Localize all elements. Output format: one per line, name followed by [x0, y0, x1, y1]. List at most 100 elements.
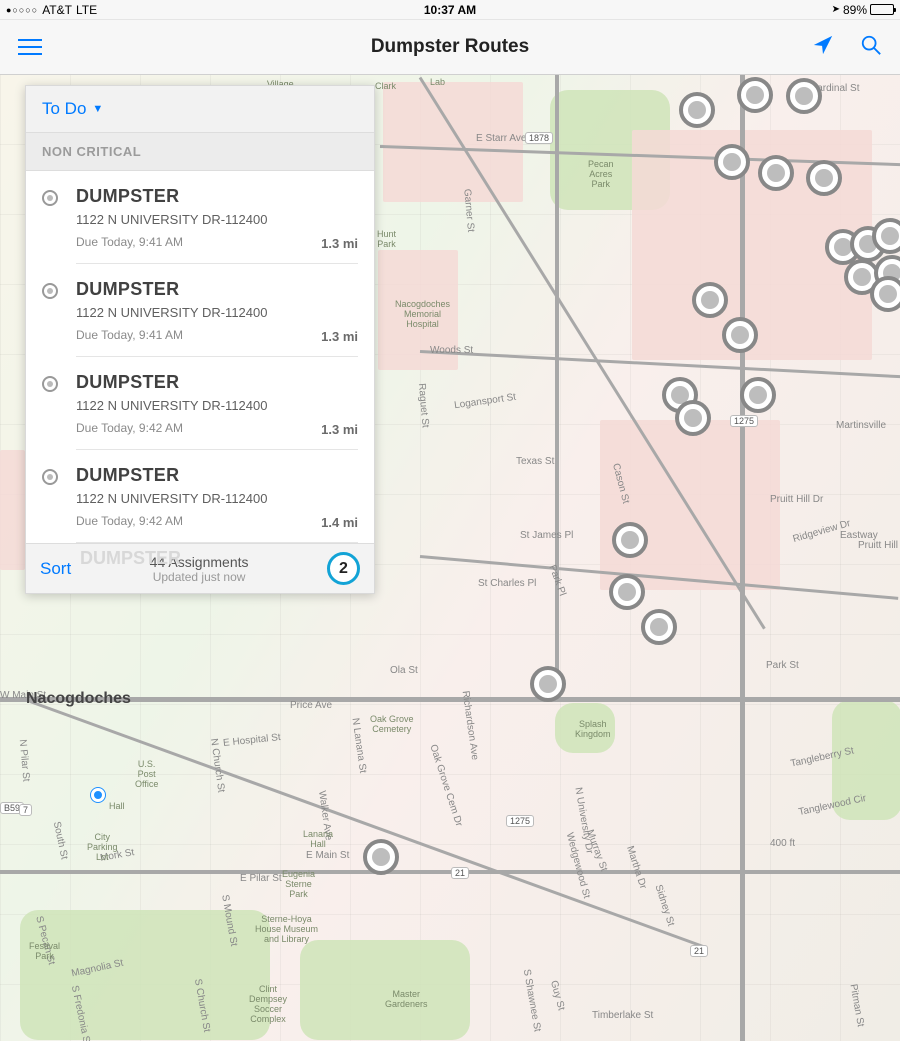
map-road-label: Texas St: [516, 456, 554, 467]
map-poi-label: LananaHall: [303, 830, 333, 850]
map-road: [555, 75, 559, 700]
sort-button[interactable]: Sort: [40, 559, 71, 579]
map-road: [0, 697, 900, 702]
chevron-down-icon: ▼: [92, 103, 103, 115]
map-road-label: N Lanana St: [349, 717, 368, 774]
map-road-label: Oak Grove Cem Dr: [427, 743, 464, 828]
map-poi-label: ClintDempseySoccerComplex: [249, 985, 287, 1025]
map-road-label: Ola St: [390, 665, 418, 676]
map-road-label: E Starr Ave: [476, 133, 526, 144]
assignment-title: DUMPSTER: [76, 279, 358, 300]
assignment-marker[interactable]: [612, 522, 648, 558]
map-road-label: 400 ft: [770, 838, 795, 849]
current-location-dot: [91, 788, 105, 802]
map-building: [0, 450, 25, 570]
map-poi-label: FestivalPark: [29, 942, 60, 962]
assignment-marker[interactable]: [722, 317, 758, 353]
carrier-label: AT&T: [42, 3, 72, 17]
map-road-label: Pitman St: [847, 983, 865, 1028]
city-label: Nacogdoches: [26, 690, 131, 708]
route-shield: 1275: [506, 815, 534, 827]
assignment-item[interactable]: DUMPSTER1122 N UNIVERSITY DR-112400Due T…: [26, 264, 374, 357]
assignment-marker[interactable]: [786, 78, 822, 114]
menu-button[interactable]: [18, 39, 42, 55]
assignment-title: DUMPSTER: [76, 465, 358, 486]
assignment-marker[interactable]: [740, 377, 776, 413]
map-road-label: Martinsville: [836, 420, 886, 431]
assignment-distance: 1.3 mi: [321, 236, 358, 251]
location-services-icon: ➤: [832, 4, 840, 15]
nav-bar: Dumpster Routes: [0, 20, 900, 75]
pending-count-badge[interactable]: 2: [327, 552, 360, 585]
status-right: ➤ 89%: [832, 3, 894, 17]
assignment-marker[interactable]: [679, 92, 715, 128]
assignment-distance: 1.4 mi: [321, 515, 358, 530]
battery-icon: [870, 4, 894, 15]
map-road-label: Pruitt Hill Dr: [770, 494, 823, 505]
map-poi-label: CityParkingLot: [87, 833, 118, 863]
map-road-label: S Shawnee St: [521, 968, 543, 1032]
signal-dots-icon: ●○○○○: [6, 5, 38, 15]
route-shield: 21: [451, 867, 469, 879]
map-road-label: Pruitt Hill: [858, 540, 898, 551]
status-radio-icon[interactable]: [42, 283, 58, 299]
assignment-marker[interactable]: [870, 276, 900, 312]
map-poi-label: U.S.PostOffice: [135, 760, 158, 790]
assignment-address: 1122 N UNIVERSITY DR-112400: [76, 398, 358, 413]
assignment-marker[interactable]: [363, 839, 399, 875]
assignment-marker[interactable]: [641, 609, 677, 645]
map-road-label: St James Pl: [520, 530, 573, 541]
assignment-item[interactable]: DUMPSTER1122 N UNIVERSITY DR-112400Due T…: [26, 357, 374, 450]
status-radio-icon[interactable]: [42, 190, 58, 206]
assignments-list[interactable]: DUMPSTER 1122 N UNIVERSITY DR-112400 Due T…: [26, 171, 374, 543]
assignment-marker[interactable]: [714, 144, 750, 180]
assignment-marker[interactable]: [806, 160, 842, 196]
assignment-marker[interactable]: [758, 155, 794, 191]
map-road-label: Logansport St: [454, 392, 517, 412]
assignment-title: DUMPSTER: [76, 372, 358, 393]
map-road-label: Sidney St: [653, 883, 677, 927]
assignment-marker[interactable]: [675, 400, 711, 436]
clock-label: 10:37 AM: [424, 3, 476, 17]
locate-me-button[interactable]: [812, 34, 834, 61]
assignment-title: DUMPSTER: [76, 186, 358, 207]
assignment-distance: 1.3 mi: [321, 422, 358, 437]
section-header: NON CRITICAL: [26, 132, 374, 171]
assignment-marker[interactable]: [609, 574, 645, 610]
assignment-marker[interactable]: [530, 666, 566, 702]
assignment-marker[interactable]: [692, 282, 728, 318]
map-road-label: St Charles Pl: [478, 578, 536, 589]
route-shield: 1878: [525, 132, 553, 144]
map-poi-label: MasterGardeners: [385, 990, 428, 1010]
map-poi-label: SplashKingdom: [575, 720, 611, 740]
status-left: ●○○○○ AT&T LTE: [6, 3, 97, 17]
map-building: [600, 420, 780, 590]
assignment-item[interactable]: DUMPSTER1122 N UNIVERSITY DR-112400Due T…: [26, 450, 374, 543]
page-title: Dumpster Routes: [371, 36, 529, 58]
updated-label: Updated just now: [71, 570, 327, 584]
assignment-due: Due Today, 9:42 AM: [76, 514, 358, 528]
assignment-marker[interactable]: [872, 218, 900, 254]
status-radio-icon[interactable]: [42, 469, 58, 485]
map-road-label: E Main St: [306, 850, 349, 861]
map-poi-label: Clark: [375, 82, 396, 92]
route-shield: 21: [690, 945, 708, 957]
battery-pct-label: 89%: [843, 3, 867, 17]
map-poi-label: Sterne-HoyaHouse Museumand Library: [255, 915, 318, 945]
assignment-marker[interactable]: [737, 77, 773, 113]
assignment-item[interactable]: DUMPSTER1122 N UNIVERSITY DR-112400Due T…: [26, 171, 374, 264]
assignment-due: Due Today, 9:41 AM: [76, 328, 358, 342]
map-road-label: Timberlake St: [592, 1010, 653, 1021]
map-road-label: Raguet St: [416, 383, 431, 428]
search-button[interactable]: [860, 34, 882, 61]
map-poi-label: Lab: [430, 78, 445, 88]
map-poi-label: EugeniaSternePark: [282, 870, 315, 900]
status-radio-icon[interactable]: [42, 376, 58, 392]
map-poi-label: PecanAcresPark: [588, 160, 614, 190]
filter-dropdown[interactable]: To Do ▼: [26, 86, 374, 132]
map-road: [0, 870, 900, 874]
map-poi-label: Hall: [109, 802, 125, 812]
assignment-distance: 1.3 mi: [321, 329, 358, 344]
assignment-address: 1122 N UNIVERSITY DR-112400: [76, 212, 358, 227]
map-road-label: Guy St: [548, 979, 567, 1011]
